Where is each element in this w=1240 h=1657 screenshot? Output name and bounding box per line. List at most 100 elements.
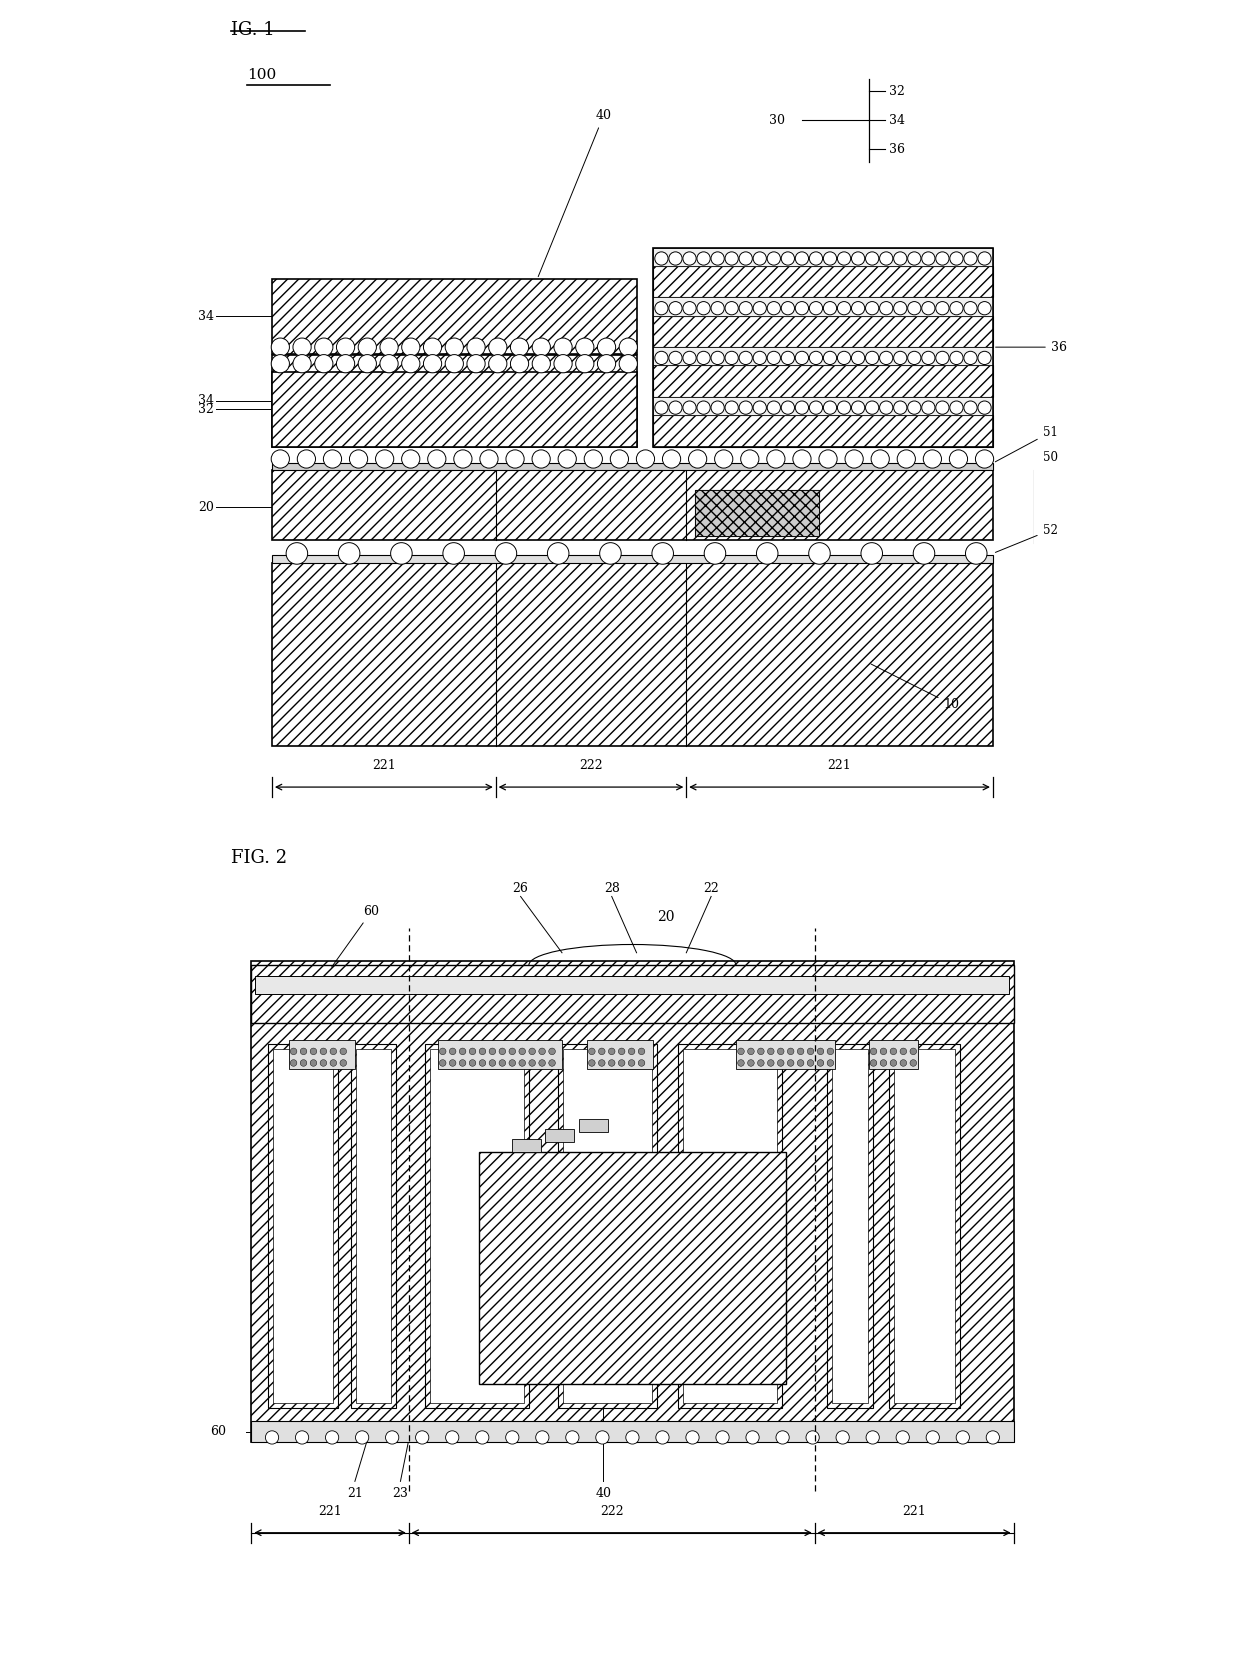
- Circle shape: [600, 542, 621, 563]
- Circle shape: [469, 1060, 476, 1067]
- Bar: [653, 414, 993, 446]
- Circle shape: [711, 252, 724, 265]
- Circle shape: [950, 302, 963, 315]
- Circle shape: [739, 252, 753, 265]
- Bar: [430, 1049, 523, 1403]
- Circle shape: [508, 1060, 516, 1067]
- Circle shape: [866, 252, 879, 265]
- Circle shape: [900, 1060, 906, 1067]
- Circle shape: [330, 1049, 336, 1054]
- Circle shape: [265, 1430, 279, 1443]
- Circle shape: [598, 355, 615, 373]
- Circle shape: [423, 338, 441, 356]
- Circle shape: [908, 302, 921, 315]
- Bar: [653, 346, 993, 366]
- Circle shape: [443, 542, 465, 563]
- Bar: [653, 247, 993, 265]
- Bar: [289, 1041, 355, 1069]
- Circle shape: [795, 351, 808, 365]
- Circle shape: [655, 302, 668, 315]
- Circle shape: [498, 1060, 506, 1067]
- Bar: [255, 976, 1009, 994]
- Circle shape: [668, 351, 682, 365]
- Circle shape: [599, 1049, 605, 1054]
- Bar: [694, 490, 818, 535]
- Circle shape: [293, 355, 311, 373]
- Bar: [351, 1044, 397, 1408]
- Circle shape: [655, 401, 668, 414]
- Bar: [832, 1049, 868, 1403]
- Circle shape: [976, 451, 993, 467]
- Circle shape: [852, 252, 864, 265]
- Circle shape: [379, 338, 398, 356]
- Circle shape: [950, 401, 963, 414]
- Circle shape: [298, 451, 315, 467]
- Circle shape: [595, 1430, 609, 1443]
- Text: 34: 34: [198, 310, 215, 323]
- Circle shape: [978, 401, 991, 414]
- Circle shape: [781, 302, 795, 315]
- Circle shape: [532, 355, 551, 373]
- Circle shape: [870, 1049, 877, 1054]
- Circle shape: [480, 451, 498, 467]
- Circle shape: [609, 1060, 615, 1067]
- Circle shape: [683, 252, 696, 265]
- Circle shape: [652, 542, 673, 563]
- Circle shape: [897, 1430, 909, 1443]
- Circle shape: [740, 451, 759, 467]
- Bar: [653, 396, 993, 416]
- Circle shape: [810, 252, 822, 265]
- Circle shape: [753, 401, 766, 414]
- Bar: [438, 1041, 562, 1069]
- Circle shape: [756, 542, 777, 563]
- Circle shape: [697, 302, 711, 315]
- Circle shape: [469, 1049, 476, 1054]
- Bar: [558, 1044, 657, 1408]
- Circle shape: [950, 252, 963, 265]
- Circle shape: [575, 355, 594, 373]
- Circle shape: [402, 355, 420, 373]
- Bar: [683, 1049, 776, 1403]
- Circle shape: [629, 1049, 635, 1054]
- Circle shape: [518, 1060, 526, 1067]
- Circle shape: [272, 355, 289, 373]
- Text: 50: 50: [1043, 451, 1058, 464]
- Circle shape: [890, 1049, 897, 1054]
- Circle shape: [908, 252, 921, 265]
- Circle shape: [768, 401, 780, 414]
- Circle shape: [797, 1049, 804, 1054]
- Bar: [425, 1044, 529, 1408]
- Bar: [579, 1120, 608, 1132]
- Circle shape: [379, 355, 398, 373]
- Text: IG. 1: IG. 1: [231, 20, 274, 38]
- Bar: [653, 315, 993, 346]
- Text: 100: 100: [247, 68, 277, 81]
- Circle shape: [340, 1060, 347, 1067]
- Circle shape: [554, 355, 572, 373]
- Circle shape: [300, 1060, 306, 1067]
- Bar: [678, 1044, 781, 1408]
- Circle shape: [272, 338, 289, 356]
- Circle shape: [286, 542, 308, 563]
- Circle shape: [598, 338, 615, 356]
- Bar: [272, 555, 993, 563]
- Circle shape: [506, 1430, 518, 1443]
- Text: 36: 36: [996, 341, 1066, 353]
- Circle shape: [880, 1060, 887, 1067]
- Text: 34: 34: [889, 114, 905, 126]
- Circle shape: [806, 1430, 820, 1443]
- Text: 21: 21: [347, 1488, 363, 1500]
- Circle shape: [697, 401, 711, 414]
- Circle shape: [879, 302, 893, 315]
- Circle shape: [986, 1430, 999, 1443]
- Circle shape: [936, 302, 949, 315]
- Circle shape: [894, 401, 906, 414]
- Circle shape: [861, 542, 883, 563]
- Circle shape: [549, 1049, 556, 1054]
- Text: 30: 30: [769, 114, 785, 126]
- Circle shape: [536, 1430, 549, 1443]
- Circle shape: [575, 338, 594, 356]
- Circle shape: [870, 451, 889, 467]
- Circle shape: [852, 351, 864, 365]
- Circle shape: [489, 1060, 496, 1067]
